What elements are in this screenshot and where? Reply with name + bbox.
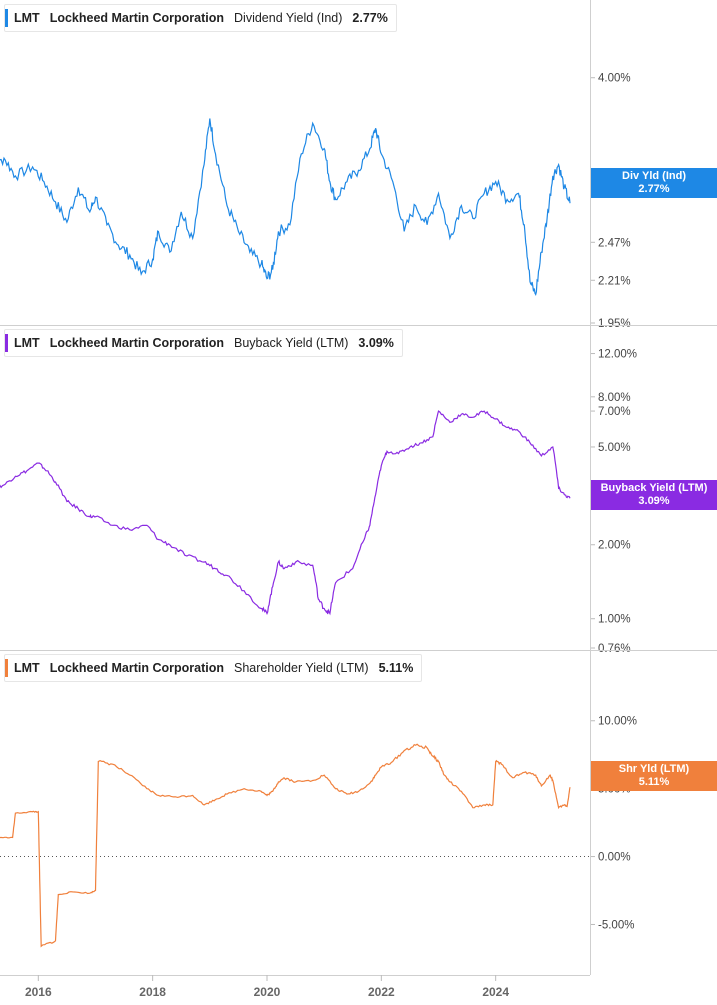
y-tick-label: 0.00% xyxy=(598,852,631,864)
shareholder-yield-legend: LMT Lockheed Martin Corporation Sharehol… xyxy=(4,654,423,682)
x-axis: 2016 2018 2020 2022 2024 xyxy=(25,975,509,999)
y-tick-label: 8.00% xyxy=(598,392,631,404)
panel-dividers xyxy=(0,0,717,976)
dividend-yield-panel: 4.00%3.00%2.47%2.21%1.95% xyxy=(0,73,631,330)
buyback-yield-legend: LMT Lockheed Martin Corporation Buyback … xyxy=(4,329,403,357)
y-tick-label: 4.00% xyxy=(598,73,631,85)
shareholder-yield-value-tag: Shr Yld (LTM) 5.11% xyxy=(591,761,717,791)
x-tick-label: 2020 xyxy=(254,985,281,999)
y-tick-label: 2.21% xyxy=(598,275,631,287)
y-tick-label: 2.00% xyxy=(598,540,631,552)
tag-label: Shr Yld (LTM) xyxy=(618,763,690,775)
legend-metric: Dividend Yield (Ind) xyxy=(234,11,343,25)
tag-value: 5.11% xyxy=(638,776,670,788)
legend-value: 5.11% xyxy=(378,661,414,675)
legend-company: Lockheed Martin Corporation xyxy=(49,661,225,675)
series-line xyxy=(0,118,571,297)
tag-label: Buyback Yield (LTM) xyxy=(600,482,708,494)
buyback-yield-value-tag: Buyback Yield (LTM) 3.09% xyxy=(591,480,717,510)
buyback-yield-panel: 12.00% 8.00% 7.00% 5.00% 2.00% 1.00% 0.76% xyxy=(0,349,637,655)
tag-value: 3.09% xyxy=(638,495,670,507)
dividend-yield-legend: LMT Lockheed Martin Corporation Dividend… xyxy=(4,4,397,32)
dividend-yield-value-tag: Div Yld (Ind) 2.77% xyxy=(591,168,717,198)
legend-company: Lockheed Martin Corporation xyxy=(49,336,225,350)
y-tick-label: 10.00% xyxy=(598,716,637,728)
shareholder-yield-panel: 10.00%5.00%0.00%-5.00% xyxy=(0,716,637,948)
tag-value: 2.77% xyxy=(638,183,670,195)
legend-value: 3.09% xyxy=(358,336,394,350)
y-tick-label: 1.95% xyxy=(598,318,631,330)
series-color-swatch xyxy=(5,9,8,27)
series-line xyxy=(0,743,571,948)
series-color-swatch xyxy=(5,334,8,352)
y-tick-label: 2.47% xyxy=(598,237,631,249)
x-tick-label: 2016 xyxy=(25,985,52,999)
legend-metric: Shareholder Yield (LTM) xyxy=(234,661,369,675)
legend-ticker: LMT xyxy=(14,661,40,675)
x-tick-label: 2024 xyxy=(482,985,509,999)
y-tick-label: 5.00% xyxy=(598,442,631,454)
x-tick-label: 2018 xyxy=(139,985,166,999)
y-tick-label: 12.00% xyxy=(598,349,637,361)
y-tick-label: -5.00% xyxy=(598,919,634,931)
legend-metric: Buyback Yield (LTM) xyxy=(234,336,349,350)
legend-ticker: LMT xyxy=(14,11,40,25)
legend-company: Lockheed Martin Corporation xyxy=(49,11,225,25)
x-tick-label: 2022 xyxy=(368,985,395,999)
series-line xyxy=(0,410,571,616)
tag-label: Div Yld (Ind) xyxy=(622,170,686,182)
legend-ticker: LMT xyxy=(14,336,40,350)
series-color-swatch xyxy=(5,659,8,677)
y-tick-label: 1.00% xyxy=(598,614,631,626)
y-tick-label: 7.00% xyxy=(598,406,631,418)
legend-value: 2.77% xyxy=(352,11,388,25)
y-tick-label: 0.76% xyxy=(598,643,631,655)
